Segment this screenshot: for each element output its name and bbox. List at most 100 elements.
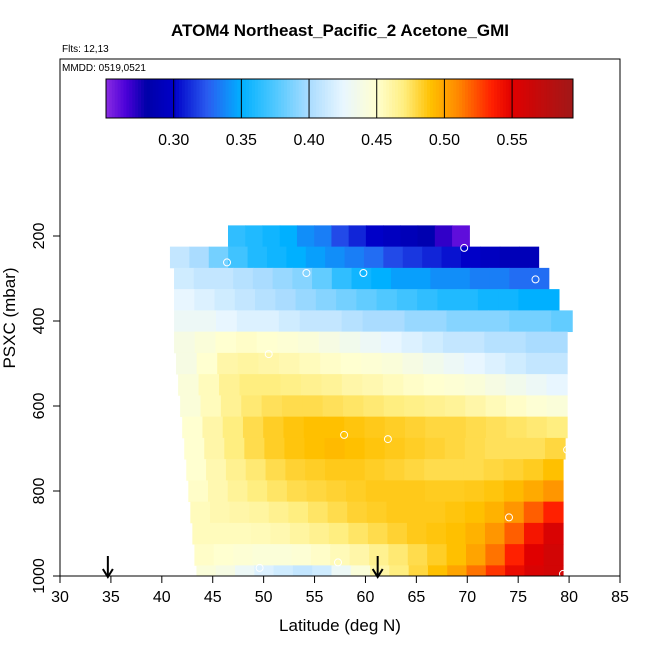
colorbar-segment (246, 79, 250, 118)
sample-point (223, 258, 231, 267)
colorbar-segment (505, 79, 510, 118)
heatmap-cell (383, 246, 404, 269)
sample-points (223, 243, 577, 578)
heatmap-cell (305, 459, 326, 481)
colorbar-segment (514, 79, 519, 118)
heatmap-cell (442, 331, 465, 354)
heatmap-cell (389, 565, 410, 577)
heatmap-cell (447, 565, 468, 577)
x-tick-label: 55 (306, 589, 324, 606)
colorbar-segment (450, 79, 454, 118)
heatmap-cell (291, 544, 312, 566)
colorbar-segment (409, 79, 413, 118)
heatmap-cell (344, 459, 366, 481)
heatmap-cell (427, 544, 448, 566)
colorbar-segment (520, 79, 524, 118)
heatmap-cell (464, 501, 486, 524)
heatmap-cell (188, 480, 209, 503)
colorbar-segment (161, 79, 165, 118)
colorbar-segment (535, 79, 539, 118)
colorbar-frame (105, 78, 574, 119)
colorbar-segment (359, 79, 364, 118)
colorbar-segment (199, 79, 203, 118)
heatmap-cell (326, 480, 347, 503)
heatmap-cell (388, 544, 409, 566)
x-tick-label: 30 (51, 589, 69, 606)
sample-point (383, 435, 392, 444)
heatmap-cell (286, 246, 307, 269)
heatmap-cell (219, 374, 241, 396)
heatmap-cell (485, 544, 506, 566)
colorbar-segment (389, 79, 393, 118)
heatmap-cell (209, 501, 231, 524)
heatmap-cell (312, 565, 333, 577)
heatmap-cell (184, 437, 205, 460)
colorbar-segment (173, 79, 177, 118)
colorbar-segment (228, 79, 233, 118)
heatmap-cell (241, 395, 263, 418)
heatmap-cell (344, 437, 366, 460)
colorbar-segment (394, 79, 399, 118)
sample-point (531, 275, 540, 284)
colorbar-segment (178, 79, 183, 118)
heatmap-cell (273, 565, 294, 577)
heatmap-cell (208, 480, 229, 503)
heatmap-cell (222, 416, 244, 439)
heatmap-cell (464, 352, 486, 375)
heatmap-cell (279, 225, 298, 248)
heatmap-cell (406, 522, 428, 545)
colorbar-segment (330, 79, 335, 118)
heatmap-cell (309, 522, 330, 545)
heatmap-cell (363, 395, 385, 418)
colorbar-segment (479, 79, 484, 118)
colorbar-segment (537, 79, 542, 118)
colorbar-segment (564, 79, 568, 118)
heatmap-cell (351, 267, 372, 290)
colorbar-segment (176, 79, 180, 118)
heatmap-cell (523, 501, 544, 524)
colorbar-segment (155, 79, 160, 118)
colorbar-segment (424, 79, 428, 118)
y-tick-label: 400 (31, 308, 48, 335)
heatmap-cell (182, 416, 204, 439)
colorbar-segment (462, 79, 466, 118)
colorbar-segment (415, 79, 419, 118)
heatmap-cell (422, 331, 444, 354)
heatmap-cell (270, 522, 291, 545)
heatmap-cell (321, 374, 343, 396)
heatmap-cell (405, 480, 426, 503)
colorbar-segment (260, 79, 265, 118)
heatmap-cell (443, 352, 465, 375)
heatmap-cell (445, 522, 467, 545)
heatmap-cell (194, 331, 217, 354)
heatmap-cell (194, 310, 217, 333)
heatmap-cell (444, 459, 465, 481)
colorbar-segment (523, 79, 527, 118)
colorbar-segment (336, 79, 340, 118)
heatmap-cell (350, 565, 371, 577)
heatmap-cell (320, 352, 342, 375)
heatmap-cell (231, 522, 252, 545)
heatmap-cell (519, 246, 540, 269)
colorbar-segment (187, 79, 192, 118)
heatmap-cell (214, 289, 236, 311)
heatmap-cell (463, 459, 485, 481)
colorbar-segment (470, 79, 475, 118)
heatmap-cell (305, 246, 326, 269)
colorbar-segment (251, 79, 256, 118)
heatmap-cell (504, 437, 526, 460)
heatmap-cell (256, 331, 279, 354)
x-tick-label: 60 (357, 589, 375, 606)
heatmap-cell (402, 352, 424, 375)
colorbar-segment (517, 79, 521, 118)
heatmap-cell (546, 331, 568, 354)
heatmap-cell (410, 267, 431, 290)
heatmap-cell (484, 480, 505, 503)
heatmap-cell (211, 522, 232, 545)
heatmap-cell (283, 416, 305, 439)
colorbar-segment (202, 79, 206, 118)
colorbar-segment (141, 79, 145, 118)
colorbar-segment (208, 79, 212, 118)
colorbar-segment (348, 79, 352, 118)
heatmap-cell (227, 480, 249, 503)
